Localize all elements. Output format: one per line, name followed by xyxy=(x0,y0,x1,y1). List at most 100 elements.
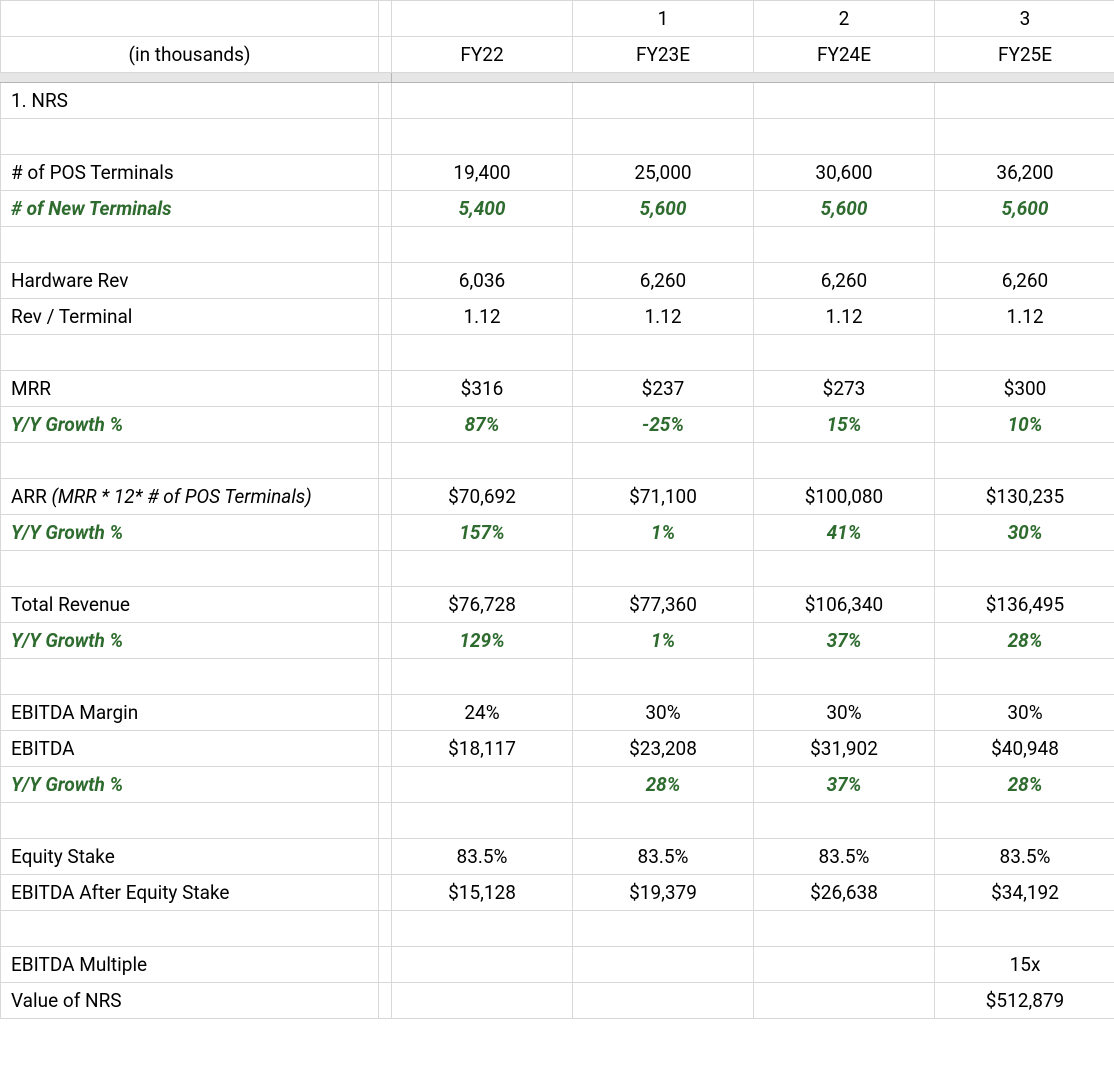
cell[interactable]: 10% xyxy=(935,407,1114,443)
cell[interactable] xyxy=(1,443,379,479)
label-rev-per-terminal[interactable]: Rev / Terminal xyxy=(1,299,379,335)
cell[interactable] xyxy=(392,83,573,119)
cell[interactable] xyxy=(935,335,1114,371)
cell[interactable]: $300 xyxy=(935,371,1114,407)
cell[interactable]: 87% xyxy=(392,407,573,443)
units-label[interactable]: (in thousands) xyxy=(1,37,379,73)
cell[interactable]: $23,208 xyxy=(573,731,754,767)
cell[interactable] xyxy=(754,803,935,839)
period-fy23e[interactable]: FY23E xyxy=(573,37,754,73)
period-num-fy22[interactable] xyxy=(392,1,573,37)
cell[interactable] xyxy=(573,119,754,155)
cell[interactable] xyxy=(573,947,754,983)
cell[interactable]: 30% xyxy=(935,515,1114,551)
cell[interactable] xyxy=(392,659,573,695)
cell[interactable]: 129% xyxy=(392,623,573,659)
cell[interactable]: 83.5% xyxy=(573,839,754,875)
cell[interactable]: 157% xyxy=(392,515,573,551)
cell[interactable]: 25,000 xyxy=(573,155,754,191)
cell[interactable] xyxy=(573,659,754,695)
cell[interactable]: 1% xyxy=(573,515,754,551)
cell[interactable] xyxy=(392,803,573,839)
cell[interactable]: 6,260 xyxy=(935,263,1114,299)
cell[interactable]: 1% xyxy=(573,623,754,659)
cell[interactable] xyxy=(754,659,935,695)
cell[interactable]: 83.5% xyxy=(392,839,573,875)
cell[interactable] xyxy=(1,911,379,947)
cell-ebitda-multiple-highlight[interactable]: 15x xyxy=(935,947,1114,983)
period-num-2[interactable]: 2 xyxy=(754,1,935,37)
cell[interactable] xyxy=(935,551,1114,587)
cell[interactable]: $273 xyxy=(754,371,935,407)
label-ebitda-multiple[interactable]: EBITDA Multiple xyxy=(1,947,379,983)
period-fy25e[interactable]: FY25E xyxy=(935,37,1114,73)
cell[interactable]: 41% xyxy=(754,515,935,551)
cell[interactable]: 30% xyxy=(573,695,754,731)
period-num-1[interactable]: 1 xyxy=(573,1,754,37)
cell[interactable]: $136,495 xyxy=(935,587,1114,623)
cell[interactable]: $31,902 xyxy=(754,731,935,767)
label-value-of-nrs[interactable]: Value of NRS xyxy=(1,983,379,1019)
cell[interactable] xyxy=(1,227,379,263)
cell[interactable]: $40,948 xyxy=(935,731,1114,767)
cell[interactable] xyxy=(935,119,1114,155)
cell[interactable]: 36,200 xyxy=(935,155,1114,191)
cell[interactable] xyxy=(392,335,573,371)
cell[interactable] xyxy=(935,443,1114,479)
cell[interactable]: 1.12 xyxy=(935,299,1114,335)
cell[interactable]: $77,360 xyxy=(573,587,754,623)
cell[interactable] xyxy=(754,983,935,1019)
cell[interactable] xyxy=(392,947,573,983)
cell[interactable]: $106,340 xyxy=(754,587,935,623)
cell[interactable] xyxy=(573,803,754,839)
label-total-revenue[interactable]: Total Revenue xyxy=(1,587,379,623)
cell[interactable]: 6,036 xyxy=(392,263,573,299)
cell[interactable]: $34,192 xyxy=(935,875,1114,911)
cell[interactable]: 5,600 xyxy=(754,191,935,227)
cell[interactable] xyxy=(392,911,573,947)
label-new-terminals[interactable]: # of New Terminals xyxy=(1,191,379,227)
cell[interactable]: 1.12 xyxy=(754,299,935,335)
cell[interactable]: 5,600 xyxy=(935,191,1114,227)
cell[interactable] xyxy=(935,227,1114,263)
cell[interactable] xyxy=(573,443,754,479)
cell[interactable] xyxy=(392,443,573,479)
cell[interactable] xyxy=(573,83,754,119)
cell[interactable]: 30% xyxy=(754,695,935,731)
cell[interactable]: 37% xyxy=(754,623,935,659)
cell[interactable] xyxy=(935,911,1114,947)
cell[interactable] xyxy=(392,983,573,1019)
cell[interactable]: $316 xyxy=(392,371,573,407)
cell[interactable]: 83.5% xyxy=(935,839,1114,875)
cell[interactable]: $19,379 xyxy=(573,875,754,911)
cell[interactable] xyxy=(754,551,935,587)
cell[interactable] xyxy=(935,659,1114,695)
cell[interactable]: $15,128 xyxy=(392,875,573,911)
cell[interactable] xyxy=(573,551,754,587)
cell[interactable]: 1.12 xyxy=(573,299,754,335)
cell[interactable] xyxy=(754,335,935,371)
label-arr[interactable]: ARR (MRR * 12* # of POS Terminals) xyxy=(1,479,379,515)
cell[interactable] xyxy=(754,119,935,155)
cell[interactable] xyxy=(1,659,379,695)
cell[interactable] xyxy=(573,335,754,371)
cell[interactable] xyxy=(392,767,573,803)
cell[interactable]: 6,260 xyxy=(573,263,754,299)
label-ebitda-growth[interactable]: Y/Y Growth % xyxy=(1,767,379,803)
cell[interactable] xyxy=(573,983,754,1019)
cell[interactable] xyxy=(1,335,379,371)
cell[interactable]: $26,638 xyxy=(754,875,935,911)
cell[interactable] xyxy=(754,911,935,947)
cell[interactable] xyxy=(392,551,573,587)
cell[interactable]: $70,692 xyxy=(392,479,573,515)
cell[interactable]: 37% xyxy=(754,767,935,803)
cell[interactable] xyxy=(754,83,935,119)
label-pos-terminals[interactable]: # of POS Terminals xyxy=(1,155,379,191)
cell[interactable] xyxy=(754,227,935,263)
label-ebitda-after-equity[interactable]: EBITDA After Equity Stake xyxy=(1,875,379,911)
label-arr-growth[interactable]: Y/Y Growth % xyxy=(1,515,379,551)
cell[interactable]: 5,400 xyxy=(392,191,573,227)
cell-blank[interactable] xyxy=(1,1,379,37)
cell[interactable] xyxy=(573,227,754,263)
label-equity-stake[interactable]: Equity Stake xyxy=(1,839,379,875)
